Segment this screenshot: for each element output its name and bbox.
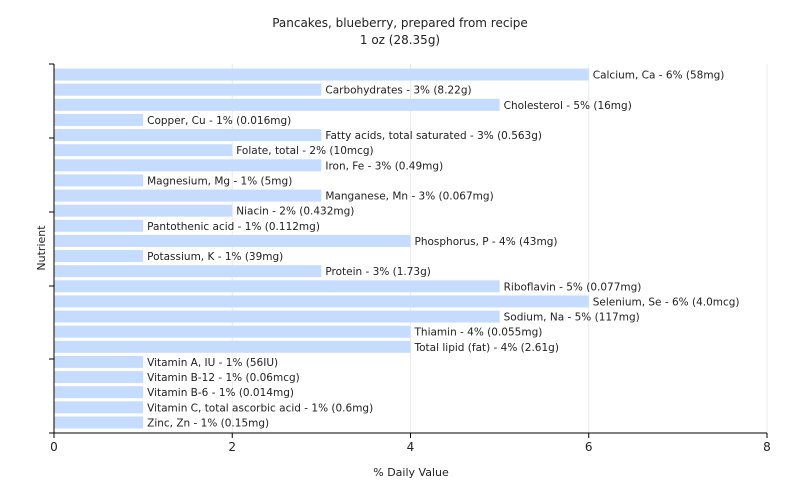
- bar: [54, 68, 589, 81]
- bar: [54, 144, 233, 157]
- bar: [54, 189, 322, 202]
- bar-label: Vitamin B-6 - 1% (0.014mg): [147, 387, 294, 399]
- bar: [54, 129, 322, 142]
- bar-label: Iron, Fe - 3% (0.49mg): [325, 160, 443, 172]
- bar: [54, 265, 322, 278]
- bar: [54, 340, 411, 353]
- bar-label: Copper, Cu - 1% (0.016mg): [147, 115, 291, 127]
- bars: Calcium, Ca - 6% (58mg) Carbohydrates - 3…: [54, 68, 740, 429]
- bar: [54, 416, 144, 429]
- bar: [54, 159, 322, 172]
- bar-label: Thiamin - 4% (0.055mg): [414, 327, 543, 339]
- bar-label: Selenium, Se - 6% (4.0mcg): [593, 296, 740, 308]
- bar-label: Protein - 3% (1.73g): [325, 266, 431, 278]
- bar: [54, 219, 144, 232]
- bar: [54, 295, 589, 308]
- bar: [54, 325, 411, 338]
- bar-label: Niacin - 2% (0.432mg): [236, 206, 354, 218]
- bar-label: Riboflavin - 5% (0.077mg): [504, 281, 642, 293]
- y-axis-label: Nutrient: [35, 225, 48, 271]
- bar-label: Zinc, Zn - 1% (0.15mg): [147, 417, 269, 429]
- bar: [54, 98, 500, 111]
- bar-label: Sodium, Na - 5% (117mg): [504, 312, 640, 324]
- bar: [54, 280, 500, 293]
- chart-subtitle: 1 oz (28.35g): [360, 33, 440, 47]
- x-tick-label: 4: [407, 440, 415, 454]
- x-tick-label: 8: [763, 440, 771, 454]
- bar: [54, 250, 144, 263]
- bar: [54, 234, 411, 247]
- x-axis-label: % Daily Value: [373, 466, 449, 479]
- bar-label: Carbohydrates - 3% (8.22g): [325, 85, 471, 97]
- bar: [54, 113, 144, 126]
- bar-label: Vitamin B-12 - 1% (0.06mcg): [147, 372, 300, 384]
- bar: [54, 386, 144, 399]
- chart-title: Pancakes, blueberry, prepared from recip…: [272, 16, 528, 30]
- bar-label: Magnesium, Mg - 1% (5mg): [147, 175, 292, 187]
- bar-label: Potassium, K - 1% (39mg): [147, 251, 283, 263]
- bar-label: Vitamin A, IU - 1% (56IU): [147, 357, 278, 369]
- bar: [54, 83, 322, 96]
- bar-label: Pantothenic acid - 1% (0.112mg): [147, 221, 320, 233]
- bar-label: Phosphorus, P - 4% (43mg): [415, 236, 558, 248]
- bar-label: Total lipid (fat) - 4% (2.61g): [414, 342, 559, 354]
- bar-label: Fatty acids, total saturated - 3% (0.563…: [325, 130, 542, 142]
- bar: [54, 371, 144, 384]
- bar: [54, 204, 233, 217]
- bar-label: Manganese, Mn - 3% (0.067mg): [325, 191, 493, 203]
- bar: [54, 174, 144, 187]
- bar-label: Folate, total - 2% (10mcg): [236, 145, 373, 157]
- bar: [54, 355, 144, 368]
- axes: 0 2 4 6 8: [49, 63, 771, 454]
- gridlines: [231, 64, 768, 433]
- bar: [54, 310, 500, 323]
- x-tick-label: 2: [228, 440, 236, 454]
- x-tick-label: 6: [585, 440, 593, 454]
- bar: [54, 401, 144, 414]
- x-tick-label: 0: [50, 440, 58, 454]
- bar-label: Cholesterol - 5% (16mg): [504, 100, 632, 112]
- bar-label: Calcium, Ca - 6% (58mg): [593, 70, 725, 82]
- bar-label: Vitamin C, total ascorbic acid - 1% (0.6…: [147, 402, 373, 414]
